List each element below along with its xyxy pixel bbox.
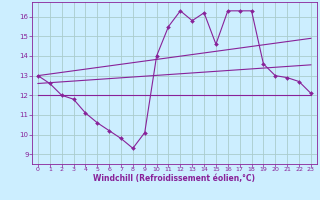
X-axis label: Windchill (Refroidissement éolien,°C): Windchill (Refroidissement éolien,°C) [93, 174, 255, 183]
